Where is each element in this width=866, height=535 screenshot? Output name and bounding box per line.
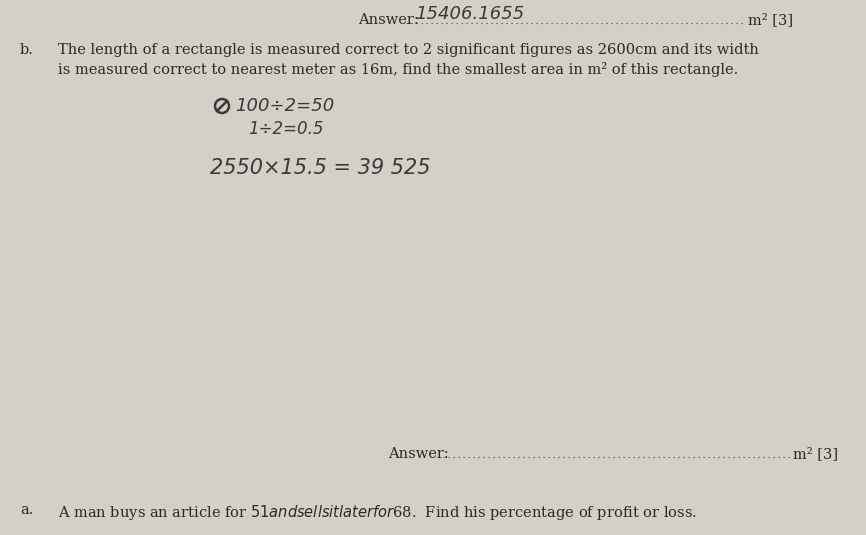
Text: 100÷2=50: 100÷2=50: [235, 97, 334, 115]
Text: 1÷2=0.5: 1÷2=0.5: [248, 120, 324, 138]
Text: b.: b.: [20, 43, 34, 57]
Text: Answer:: Answer:: [388, 447, 449, 461]
Text: 15406.1655: 15406.1655: [415, 5, 524, 23]
Text: 2550×15.5 = 39 525: 2550×15.5 = 39 525: [210, 158, 430, 178]
Text: The length of a rectangle is measured correct to 2 significant figures as 2600cm: The length of a rectangle is measured co…: [58, 43, 759, 57]
Text: m² [3]: m² [3]: [748, 13, 793, 27]
Text: m² [3]: m² [3]: [793, 447, 838, 461]
Text: a.: a.: [20, 503, 34, 517]
Text: is measured correct to nearest meter as 16m, find the smallest area in m² of thi: is measured correct to nearest meter as …: [58, 62, 738, 77]
Text: A man buys an article for $51 and sells it later for $68.  Find his percentage o: A man buys an article for $51 and sells …: [58, 503, 697, 522]
Text: Answer:: Answer:: [358, 13, 419, 27]
